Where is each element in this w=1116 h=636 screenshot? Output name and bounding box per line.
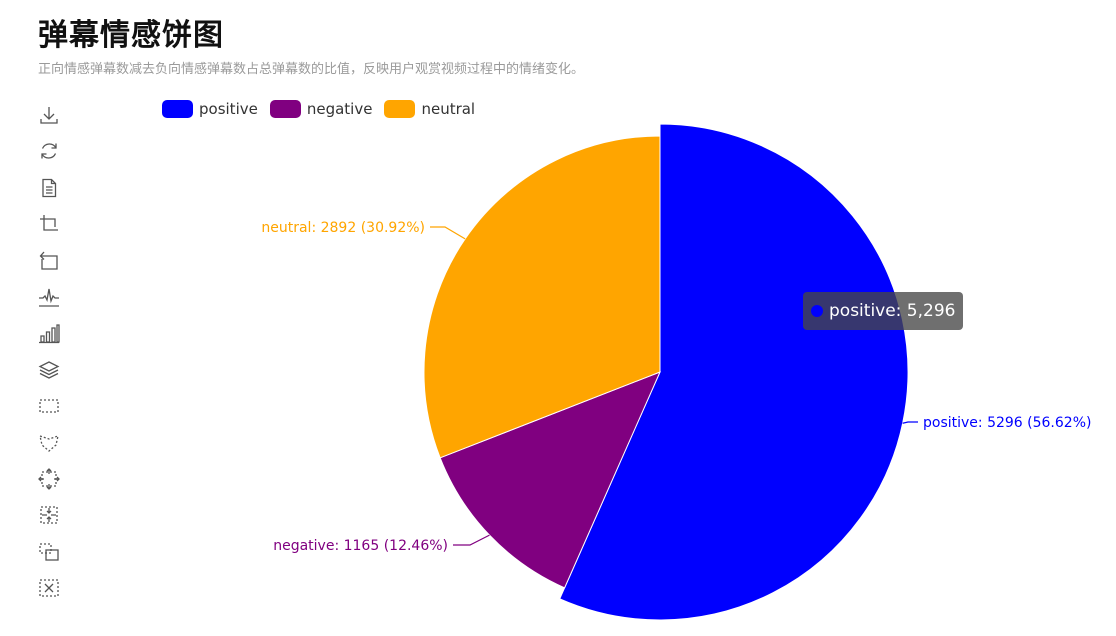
data-view-icon (42, 178, 57, 197)
data-view-button[interactable] (36, 175, 62, 201)
legend-item-negative[interactable]: negative (269, 100, 373, 118)
download-icon (40, 107, 58, 124)
label-line-negative (453, 534, 490, 546)
legend-label-neutral: neutral (421, 100, 476, 118)
slice-label-neutral: neutral: 2892 (30.92%) (261, 220, 425, 236)
clear-select-button[interactable] (36, 575, 62, 601)
restore-icon (40, 215, 58, 231)
chart-legend: positive negative neutral (162, 100, 487, 118)
zoom-out-button[interactable] (36, 502, 62, 528)
line-chart-icon (39, 288, 59, 307)
tooltip-text: positive: 5,296 (829, 301, 956, 321)
undo-button[interactable] (36, 248, 62, 274)
legend-swatch-neutral (384, 100, 416, 118)
line-chart-button[interactable] (36, 284, 62, 310)
pie-slice-neutral[interactable] (423, 135, 661, 459)
rect-select-button[interactable] (36, 393, 62, 419)
chart-subtitle: 正向情感弹幕数减去负向情感弹幕数占总弹幕数的比值，反映用户观赏视频过程中的情绪变… (38, 62, 585, 77)
lasso-select-button[interactable] (36, 430, 62, 456)
legend-label-negative: negative (306, 100, 373, 118)
restore-button[interactable] (36, 211, 62, 237)
download-button[interactable] (36, 102, 62, 128)
stack-icon (38, 361, 60, 379)
refresh-button[interactable] (36, 138, 62, 164)
slice-label-positive: positive: 5296 (56.62%) (923, 415, 1091, 431)
toolbox (36, 102, 64, 611)
stack-button[interactable] (36, 357, 62, 383)
undo-icon (39, 251, 58, 270)
rect-select-icon (39, 399, 59, 413)
zoom-out-icon (40, 506, 58, 524)
keep-select-button[interactable] (36, 539, 62, 565)
legend-item-positive[interactable]: positive (162, 100, 258, 118)
legend-label-positive: positive (199, 100, 258, 118)
bar-chart-button[interactable] (36, 320, 62, 346)
label-line-positive (902, 421, 918, 424)
label-line-neutral (430, 226, 466, 240)
zoom-in-button[interactable] (36, 466, 62, 492)
slice-label-negative: negative: 1165 (12.46%) (273, 538, 448, 554)
legend-swatch-negative (269, 100, 301, 118)
bar-chart-icon (39, 324, 60, 344)
lasso-select-icon (39, 434, 59, 452)
tooltip-dot (811, 305, 823, 317)
legend-swatch-positive (162, 100, 193, 118)
clear-select-icon (39, 579, 59, 597)
zoom-in-icon (38, 467, 60, 490)
refresh-icon (41, 143, 57, 160)
pie-slice-negative[interactable] (439, 371, 661, 589)
keep-select-icon (39, 543, 59, 561)
chart-title: 弹幕情感饼图 (38, 18, 224, 53)
legend-item-neutral[interactable]: neutral (384, 100, 475, 118)
tooltip: positive: 5,296 (803, 292, 964, 330)
